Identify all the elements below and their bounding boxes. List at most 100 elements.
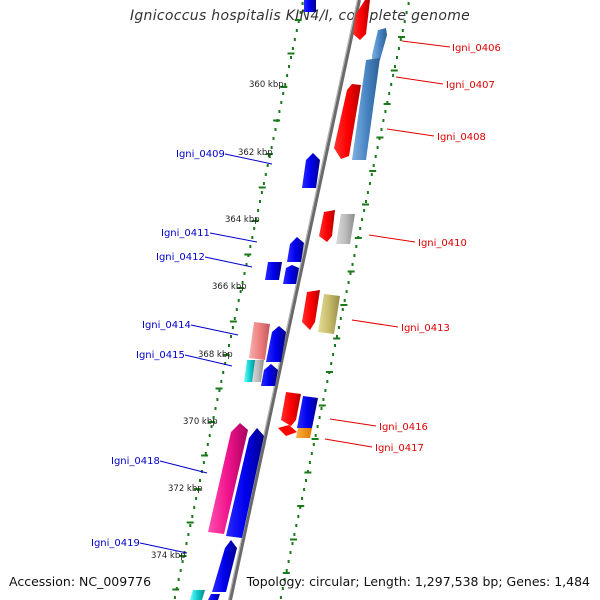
guide-dot xyxy=(372,164,375,167)
guide-dot xyxy=(230,335,232,338)
gene-label-igni-0415[interactable]: Igni_0415 xyxy=(136,350,185,361)
gene-igni-0415-blue[interactable] xyxy=(261,364,278,386)
gene-label-igni-0412[interactable]: Igni_0412 xyxy=(156,252,205,263)
guide-dot xyxy=(368,182,371,185)
guide-dot xyxy=(179,569,182,572)
guide-dot xyxy=(336,335,338,338)
gene-label-igni-0417[interactable]: Igni_0417 xyxy=(375,443,424,454)
guide-dot xyxy=(253,227,256,230)
guide-dot xyxy=(283,578,286,581)
guide-dot xyxy=(403,20,406,23)
guide-dot xyxy=(339,317,342,320)
gene-label-igni-0410[interactable]: Igni_0410 xyxy=(418,238,467,249)
guide-dot xyxy=(297,20,300,23)
guide-dot xyxy=(386,101,389,104)
guide-dot xyxy=(330,362,333,365)
gene-igni-0416-red[interactable] xyxy=(281,392,301,426)
guide-dot xyxy=(274,128,277,131)
scale-labels: 360 kbp 362 kbp 364 kbp 366 kbp 368 kbp … xyxy=(151,80,284,561)
gene-top-blue[interactable] xyxy=(304,0,316,12)
guide-dot xyxy=(216,398,219,401)
gene-igni-0418-blue[interactable] xyxy=(226,428,264,538)
guide-dot xyxy=(243,272,246,275)
guide-dot xyxy=(349,272,352,275)
gene-igni-0410-grey[interactable] xyxy=(336,214,355,244)
right-gene-labels: Igni_0406 Igni_0407 Igni_0408 Igni_0410 … xyxy=(324,40,501,454)
guide-dot xyxy=(295,524,298,527)
guide-dot xyxy=(384,110,387,113)
gene-igni-0410-red[interactable] xyxy=(319,210,335,242)
guide-dot xyxy=(260,191,263,194)
guide-dot xyxy=(193,506,196,509)
gene-igni-0414-pink[interactable] xyxy=(249,322,270,360)
guide-dot xyxy=(361,218,364,221)
gene-igni-0419[interactable] xyxy=(212,540,237,592)
gene-label-igni-0408[interactable]: Igni_0408 xyxy=(437,132,486,143)
guide-dot xyxy=(318,416,321,419)
gene-label-igni-0406[interactable]: Igni_0406 xyxy=(452,43,501,54)
guide-dot xyxy=(235,308,238,311)
guide-dot xyxy=(324,389,327,392)
gene-igni-0408-steel[interactable] xyxy=(352,58,380,160)
guide-dot xyxy=(351,263,354,266)
guide-dot xyxy=(347,281,350,284)
gene-igni-0415-grey[interactable] xyxy=(252,360,264,382)
gene-igni-0418-magenta[interactable] xyxy=(208,423,248,534)
accession-text: Accession: NC_009776 xyxy=(9,574,152,589)
gene-label-igni-0416[interactable]: Igni_0416 xyxy=(379,422,428,433)
gene-igni-0409[interactable] xyxy=(302,153,320,188)
guide-dot xyxy=(370,173,373,176)
guide-dot xyxy=(405,11,408,14)
gene-bottom-blue[interactable] xyxy=(208,594,220,600)
gene-igni-0406-red[interactable] xyxy=(353,0,370,40)
guide-dot xyxy=(365,200,367,203)
gene-igni-0416-blue[interactable] xyxy=(297,396,318,428)
guide-dot xyxy=(208,434,211,437)
gene-igni-0413-red[interactable] xyxy=(302,290,320,330)
guide-dot xyxy=(291,47,294,50)
genes xyxy=(190,0,387,600)
gene-igni-0417-orange[interactable] xyxy=(296,428,312,438)
guide-dot xyxy=(262,182,265,185)
guide-dot xyxy=(397,47,400,50)
guide-dot xyxy=(272,137,275,140)
gene-label-igni-0413[interactable]: Igni_0413 xyxy=(401,323,450,334)
guide-dot xyxy=(282,92,285,95)
gene-igni-0413-olive[interactable] xyxy=(318,294,340,334)
gene-label-igni-0411[interactable]: Igni_0411 xyxy=(161,228,210,239)
guide-dot xyxy=(231,326,234,329)
gene-igni-0406-steel[interactable] xyxy=(372,28,387,60)
guide-dot xyxy=(218,389,221,392)
gene-igni-0411[interactable] xyxy=(287,237,304,262)
gene-label-igni-0407[interactable]: Igni_0407 xyxy=(446,80,495,91)
guide-dot xyxy=(287,560,290,563)
gene-label-igni-0414[interactable]: Igni_0414 xyxy=(142,320,191,331)
guide-dot xyxy=(392,74,395,77)
guide-dot xyxy=(210,425,213,428)
gene-label-igni-0409[interactable]: Igni_0409 xyxy=(176,149,225,160)
guide-dot xyxy=(278,110,281,113)
gene-bottom-cyan[interactable] xyxy=(190,590,205,600)
guide-dot xyxy=(343,299,346,302)
gene-igni-0414-blue[interactable] xyxy=(266,326,286,362)
gene-igni-0412-a[interactable] xyxy=(265,262,282,280)
guide-dot xyxy=(214,407,217,410)
guide-dot xyxy=(266,164,269,167)
guide-dot xyxy=(334,344,336,347)
gene-igni-0416-red-small[interactable] xyxy=(278,425,297,436)
guide-dot xyxy=(199,479,201,482)
gene-igni-0408-red[interactable] xyxy=(334,84,361,159)
guide-dot xyxy=(181,560,184,563)
gene-label-igni-0419[interactable]: Igni_0419 xyxy=(91,538,140,549)
guide-dot xyxy=(245,263,248,266)
guide-dot xyxy=(177,578,180,581)
guide-dot xyxy=(202,461,205,464)
guide-dot xyxy=(191,515,194,518)
guide-dot xyxy=(220,380,223,383)
gene-label-igni-0418[interactable]: Igni_0418 xyxy=(111,456,160,467)
guide-dot xyxy=(301,497,304,500)
guide-dot xyxy=(189,524,192,527)
gene-igni-0412-b[interactable] xyxy=(283,265,299,284)
guide-dot xyxy=(268,155,271,158)
guide-dot xyxy=(279,596,282,599)
